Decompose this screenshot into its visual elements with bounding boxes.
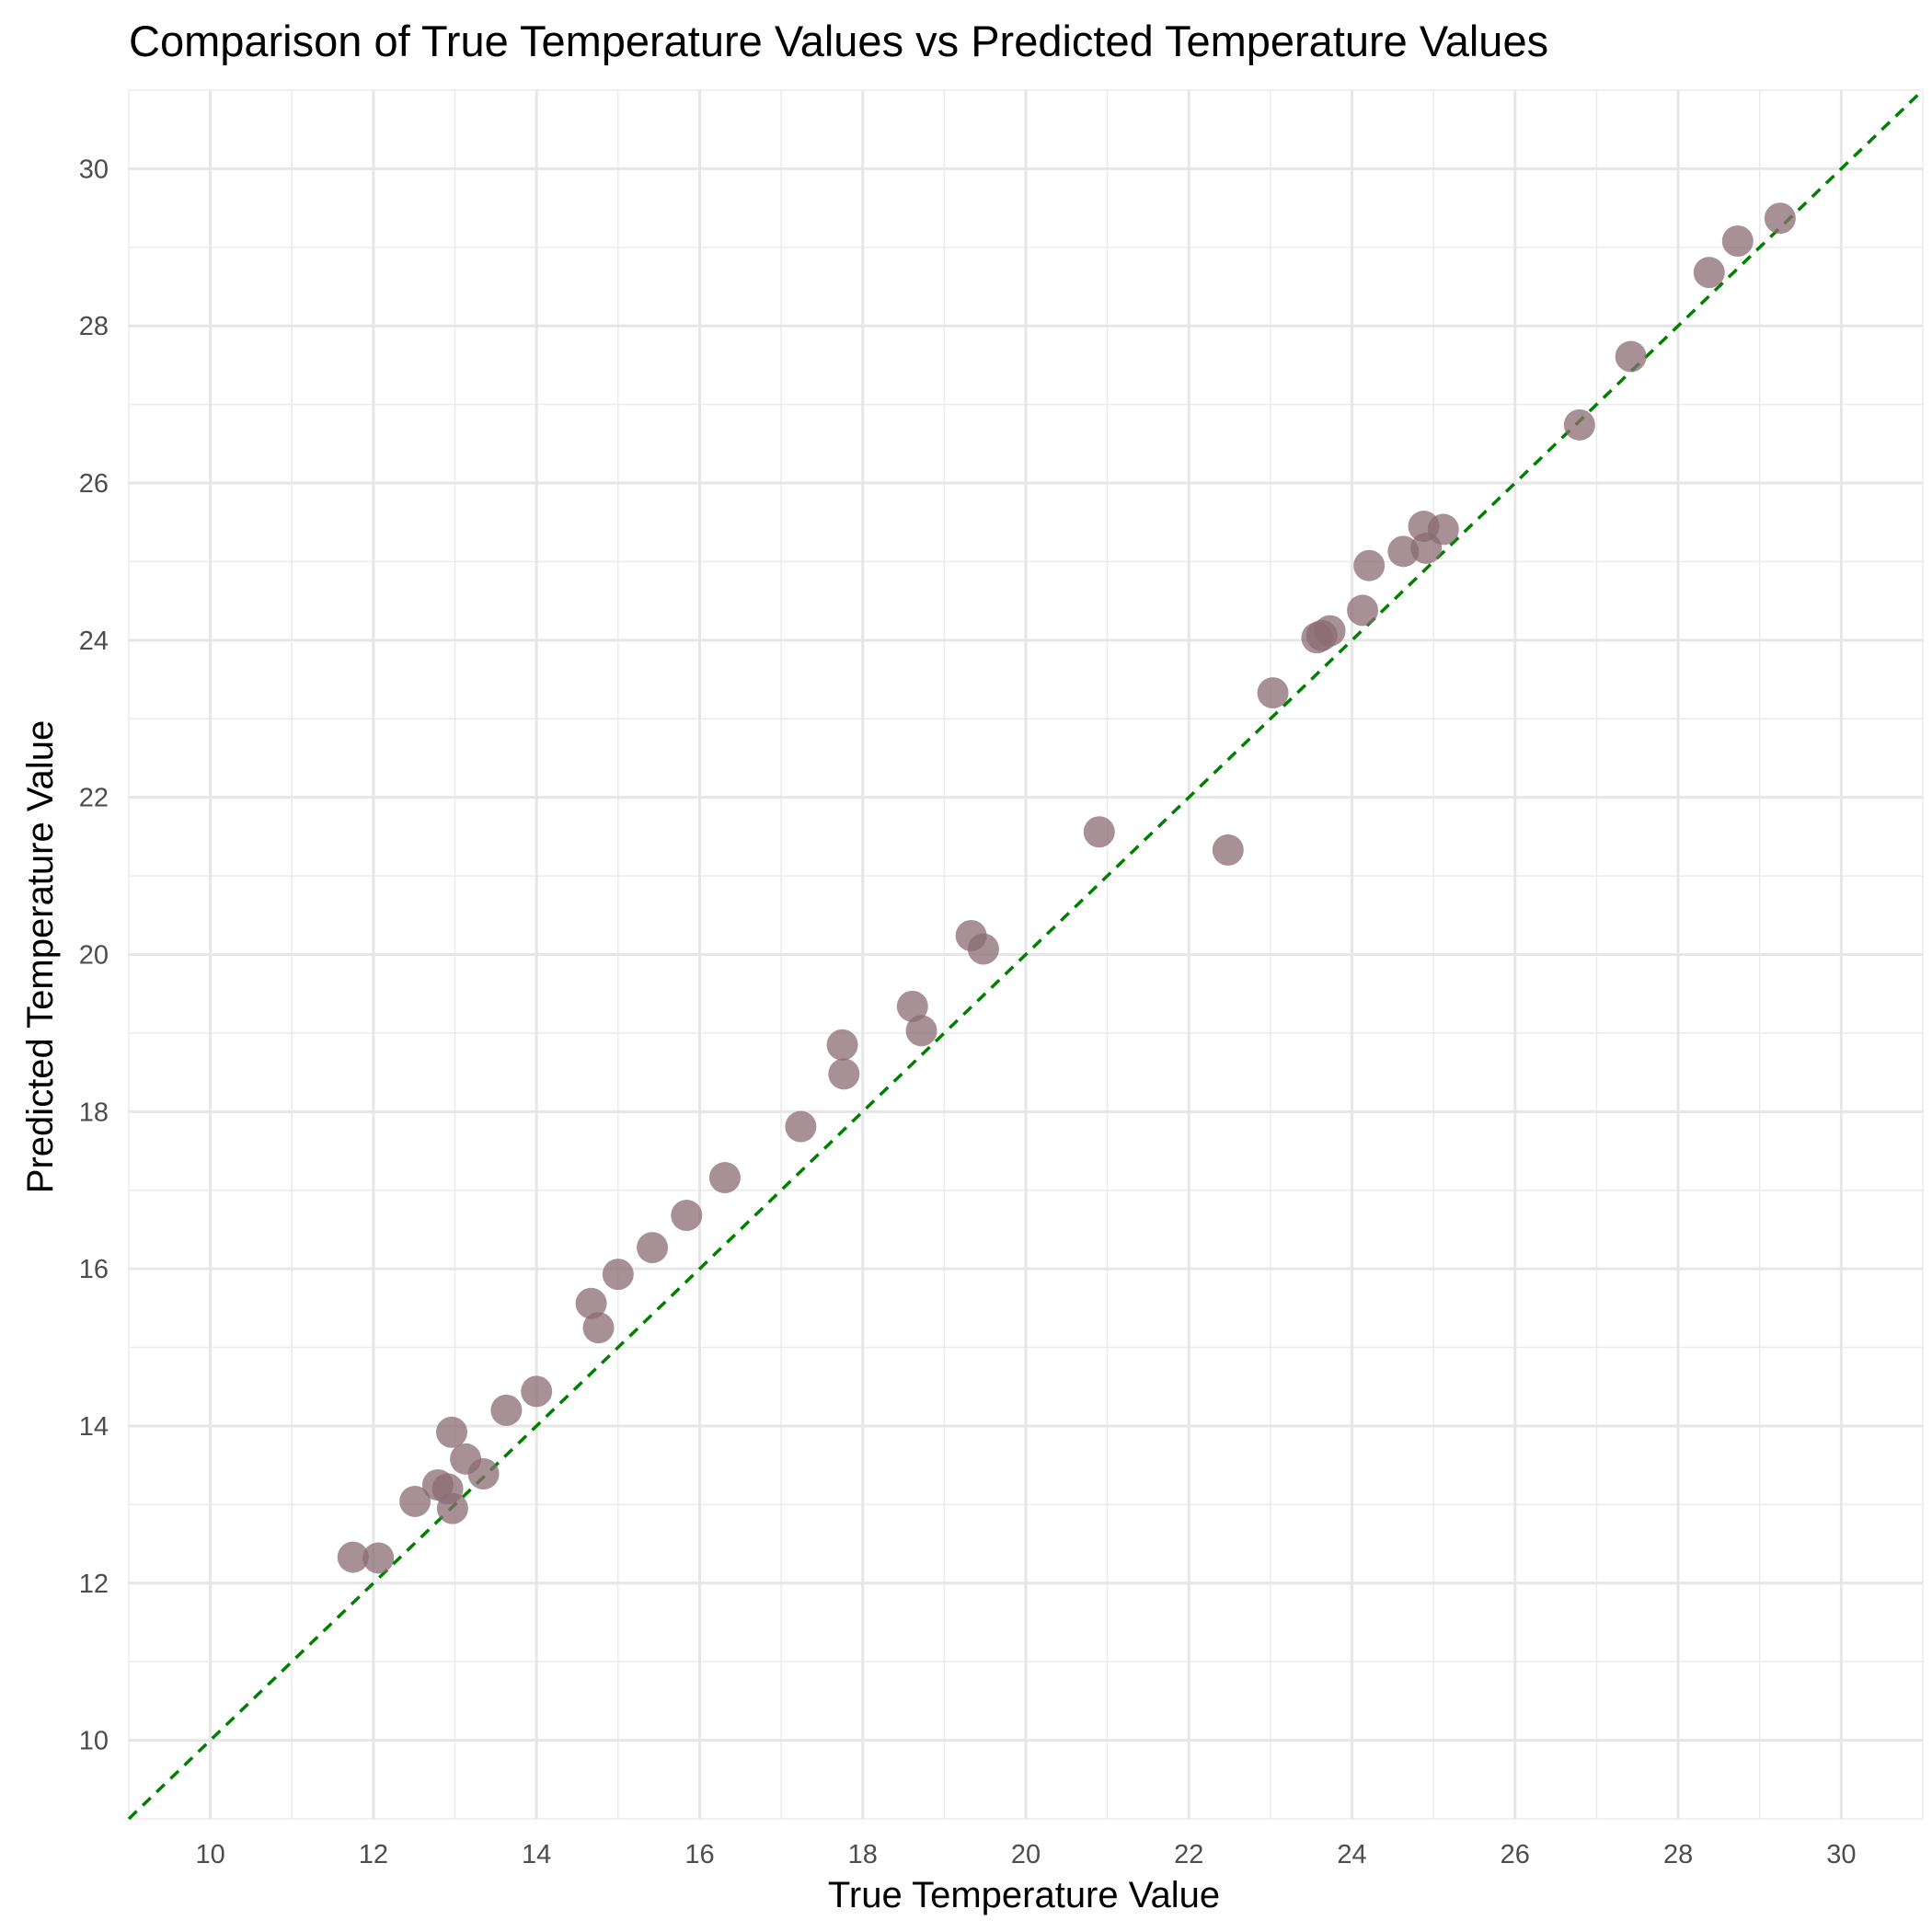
data-point: [467, 1458, 500, 1490]
data-point: [828, 1058, 860, 1090]
data-point: [1387, 535, 1420, 568]
y-tick-label: 22: [79, 784, 109, 813]
x-tick-label: 14: [522, 1840, 551, 1869]
y-tick-label: 10: [79, 1727, 109, 1756]
x-tick-label: 12: [359, 1840, 388, 1869]
data-point: [708, 1162, 741, 1194]
y-tick-label: 14: [79, 1412, 109, 1442]
data-point: [637, 1232, 669, 1264]
y-tick-label: 18: [79, 1098, 109, 1127]
data-point: [1257, 677, 1289, 709]
x-tick-label: 10: [196, 1840, 225, 1869]
data-point: [785, 1110, 817, 1143]
x-tick-label: 30: [1826, 1840, 1856, 1869]
x-axis-title: True Temperature Value: [828, 1875, 1220, 1915]
data-point: [362, 1542, 395, 1574]
y-tick-label: 20: [79, 941, 109, 971]
data-point: [826, 1029, 858, 1061]
data-point: [905, 1015, 937, 1047]
data-point: [436, 1492, 468, 1524]
y-axis-tick-labels: 10 12 14 16 18 20 22 24 26 28 30: [79, 155, 109, 1755]
data-point: [1615, 340, 1647, 373]
y-tick-label: 26: [79, 469, 109, 499]
x-tick-label: 20: [1011, 1840, 1041, 1869]
data-point: [1563, 408, 1595, 441]
data-point: [490, 1394, 523, 1426]
y-axis-title: Predicted Temperature Value: [20, 720, 61, 1193]
data-point: [1427, 513, 1459, 546]
data-point: [399, 1485, 431, 1517]
data-point: [337, 1541, 369, 1573]
data-point: [896, 990, 928, 1022]
x-tick-label: 16: [684, 1840, 714, 1869]
data-points: [337, 202, 1796, 1574]
data-point: [436, 1416, 467, 1448]
x-tick-label: 28: [1663, 1840, 1693, 1869]
reference-line-layer: [127, 88, 1925, 1821]
x-tick-label: 24: [1337, 1840, 1366, 1869]
data-point: [1314, 615, 1346, 647]
data-point: [575, 1287, 607, 1319]
x-tick-label: 18: [848, 1840, 878, 1869]
data-point: [602, 1259, 634, 1291]
chart-title: Comparison of True Temperature Values vs…: [129, 17, 1548, 65]
data-point: [1721, 224, 1754, 257]
data-point: [521, 1375, 553, 1408]
y-tick-label: 12: [79, 1570, 109, 1599]
reference-line-identity: [127, 88, 1925, 1821]
y-tick-label: 16: [79, 1255, 109, 1284]
data-point: [582, 1312, 615, 1344]
y-tick-label: 30: [79, 155, 109, 184]
data-point: [1693, 257, 1725, 289]
y-tick-label: 24: [79, 627, 109, 656]
data-point: [1083, 816, 1115, 848]
x-tick-label: 26: [1501, 1840, 1530, 1869]
data-point: [1764, 202, 1796, 235]
x-tick-label: 22: [1174, 1840, 1203, 1869]
data-point: [1212, 834, 1244, 866]
y-tick-label: 28: [79, 312, 109, 341]
data-point: [671, 1200, 703, 1232]
grid-lines: [128, 89, 1924, 1820]
data-point: [967, 933, 999, 965]
data-point: [1353, 549, 1386, 581]
data-point: [1347, 594, 1379, 627]
x-axis-tick-labels: 10 12 14 16 18 20 22 24 26 28 30: [196, 1840, 1857, 1869]
